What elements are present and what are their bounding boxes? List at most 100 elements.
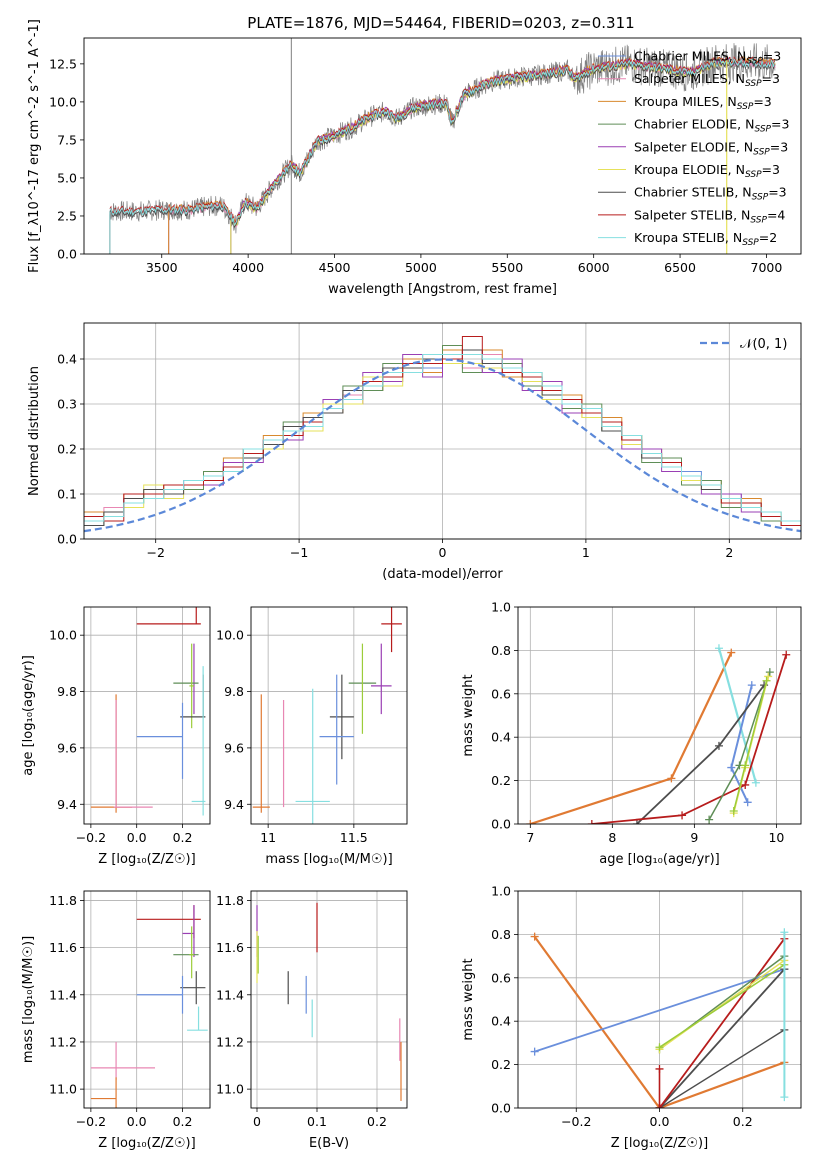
x-tick-label: 4000 [232, 260, 264, 275]
legend-subscript: SSP [752, 193, 769, 203]
weight-marker [587, 820, 596, 824]
x-tick-label: −0.2 [561, 1114, 591, 1129]
plot-area [109, 38, 776, 254]
y-tick-label: 0.4 [491, 730, 511, 745]
y-tick-label: 11.2 [216, 1034, 244, 1049]
plot-area [90, 905, 208, 1108]
y-tick-label: 0.3 [57, 397, 77, 412]
x-axis-label: (data-model)/error [382, 567, 503, 582]
y-tick-label: 0.2 [491, 773, 511, 788]
panel-mass_vs_Z: −0.2 0.0 0.2 11.0 11.2 11.4 11.6 11.8 Z [log₁₀(Z… [21, 890, 211, 1151]
y-tick-label: 0.8 [491, 643, 511, 658]
x-axis-label: Z [log₁₀(Z/Z☉)] [98, 1136, 195, 1151]
plot-area [530, 928, 789, 1108]
weight-marker [714, 741, 723, 750]
y-tick-label: 5.0 [57, 170, 77, 185]
axes-frame [83, 606, 211, 825]
legend-label: Salpeter STELIB, NSSP=4 [634, 207, 785, 225]
y-axis-label: mass [log₁₀(M/M☉)] [21, 936, 36, 1063]
x-axis-label: E(B-V) [309, 1136, 349, 1151]
y-tick-label: 9.4 [57, 797, 77, 812]
x-tick-label: 3500 [146, 260, 178, 275]
y-tick-label: 9.4 [224, 797, 244, 812]
legend-subscript: SSP [745, 170, 762, 180]
x-axis-label: wavelength [Angstrom, rest frame] [328, 282, 557, 297]
legend-label: Chabrier MILES, NSSP=3 [634, 49, 781, 67]
panel-mass_vs_EBV: 0 0.1 0.2 11.0 11.2 11.4 11.6 11.8 E(B-V) [216, 890, 408, 1151]
figure-title: PLATE=1876, MJD=54464, FIBERID=0203, z=0… [247, 14, 634, 32]
weight-line [533, 935, 785, 1108]
weight-marker [741, 761, 750, 770]
x-tick-label: 0.0 [650, 1114, 670, 1129]
weight-marker [764, 672, 773, 681]
y-tick-label: 11.8 [216, 893, 244, 908]
weight-marker [780, 1093, 789, 1102]
weight-line [534, 968, 785, 1053]
model-spectrum-line [109, 59, 775, 229]
y-axis-label: age [log₁₀(age/yr)] [21, 655, 36, 776]
y-tick-label: 12.5 [49, 56, 77, 71]
legend-label: Kroupa ELODIE, NSSP=3 [634, 162, 780, 180]
legend-subscript: SSP [753, 147, 770, 157]
x-tick-label: 7000 [751, 260, 783, 275]
plot-area [84, 336, 801, 539]
legend-label: Chabrier STELIB, NSSP=3 [634, 185, 787, 203]
y-tick-label: 1.0 [491, 884, 511, 899]
y-tick-label: 11.0 [49, 1082, 77, 1097]
weight-marker [747, 681, 756, 690]
weight-marker [655, 1064, 664, 1073]
x-tick-label: −0.2 [76, 830, 106, 845]
y-axis-label: Normed distribution [27, 366, 42, 496]
x-tick-label: 0.0 [127, 1114, 147, 1129]
x-tick-label: 6500 [664, 260, 696, 275]
plot-area [526, 644, 791, 824]
weight-line [658, 968, 786, 1108]
legend-subscript: SSP [745, 79, 762, 89]
y-axis-label: Flux [f_λ10^-17 erg cm^-2 s^-1 A^-1] [27, 19, 42, 273]
x-tick-label: 11.5 [340, 830, 368, 845]
legend-subscript: SSP [742, 238, 759, 248]
y-tick-label: 0.1 [57, 487, 77, 502]
axes-frame [83, 322, 802, 540]
x-tick-label: 0.2 [173, 830, 193, 845]
x-tick-label: 0.2 [367, 1114, 387, 1129]
axes-frame [83, 37, 802, 255]
weight-marker [743, 798, 752, 807]
weight-marker [782, 650, 791, 659]
legend-label-rest: =4 [767, 207, 785, 222]
x-tick-label: −2 [146, 545, 164, 560]
legend-subscript: SSP [746, 57, 763, 67]
x-tick-label: 2 [725, 545, 733, 560]
legend-subscript: SSP [737, 102, 754, 112]
weight-marker [705, 815, 714, 824]
plot-area [252, 607, 402, 824]
x-tick-label: 5000 [405, 260, 437, 275]
x-tick-label: 4500 [319, 260, 351, 275]
plot-area [90, 607, 206, 816]
x-tick-label: 0 [253, 1114, 261, 1129]
weight-marker [530, 932, 539, 941]
y-tick-label: 9.6 [224, 740, 244, 755]
weight-marker [714, 644, 723, 653]
axes-frame [517, 606, 802, 825]
legend-subscript: SSP [754, 125, 771, 135]
y-tick-label: 7.5 [57, 132, 77, 147]
y-tick-label: 9.8 [224, 684, 244, 699]
weight-line [717, 647, 757, 784]
weight-marker [526, 820, 535, 824]
weight-line [659, 959, 785, 1051]
y-tick-label: 10.0 [49, 94, 77, 109]
weight-marker [751, 778, 760, 787]
legend-label: Kroupa STELIB, NSSP=2 [634, 230, 777, 248]
y-tick-label: 2.5 [57, 208, 77, 223]
y-tick-label: 10.0 [49, 628, 77, 643]
panel-age_vs_mass: 11 11.5 9.4 9.6 9.8 10.0 mass [log₁₀(M/M☉)] [216, 606, 408, 867]
weight-marker [632, 820, 641, 824]
y-tick-label: 0.6 [491, 970, 511, 985]
y-tick-label: 11.0 [216, 1082, 244, 1097]
y-tick-label: 0.4 [491, 1014, 511, 1029]
y-tick-label: 11.2 [49, 1034, 77, 1049]
weight-marker [678, 811, 687, 820]
y-tick-label: 11.4 [49, 987, 77, 1002]
